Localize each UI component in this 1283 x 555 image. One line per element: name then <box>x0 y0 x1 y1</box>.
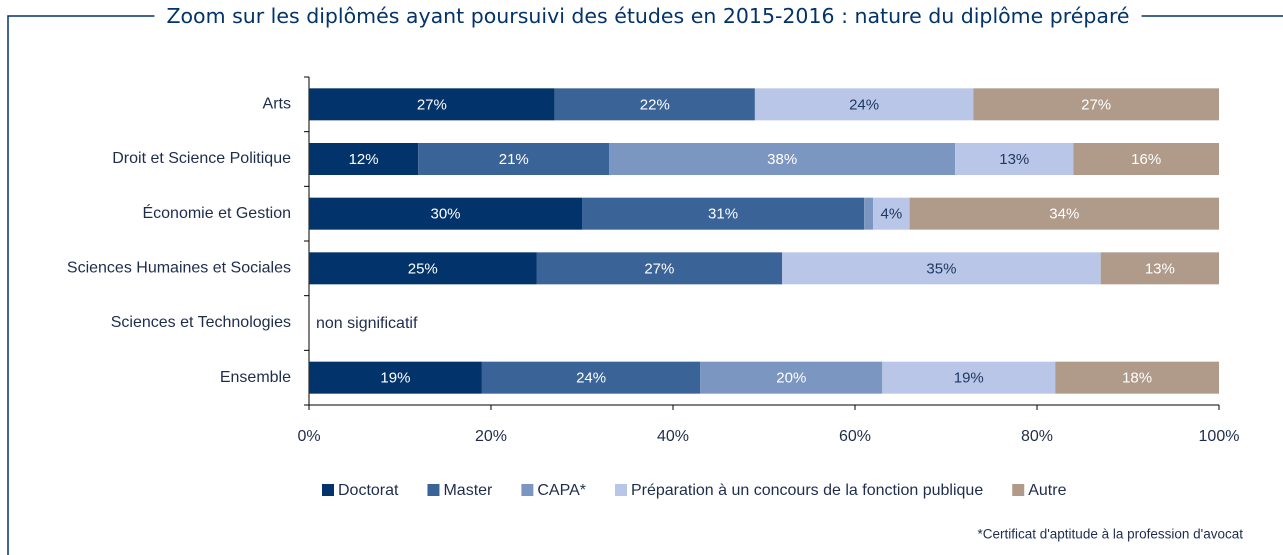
y-tick-label: Ensemble <box>220 369 291 386</box>
bar-segment <box>582 197 865 230</box>
data-label: 35% <box>926 260 956 277</box>
bar-segment <box>1100 252 1219 285</box>
data-label: 16% <box>1131 151 1161 168</box>
data-label: 31% <box>708 206 738 223</box>
bar-segment <box>554 88 755 121</box>
data-label: 38% <box>767 151 797 168</box>
x-tick-label: 0% <box>297 428 320 445</box>
data-label: 20% <box>776 370 806 387</box>
data-label: 24% <box>849 96 879 113</box>
data-label: 12% <box>349 151 379 168</box>
chart-title: Zoom sur les diplômés ayant poursuivi de… <box>166 4 1129 28</box>
bar-segment <box>309 143 419 175</box>
bar-segment <box>864 197 874 230</box>
legend-label: Autre <box>1028 482 1066 499</box>
data-label: 22% <box>640 96 670 113</box>
bar-segment <box>309 197 582 230</box>
bar-segment <box>955 143 1074 175</box>
legend-label: CAPA* <box>537 482 586 499</box>
data-label: 27% <box>644 260 674 277</box>
bar-segment <box>309 88 555 121</box>
legend-swatch <box>322 484 334 496</box>
footnote: *Certificat d'aptitude à la profession d… <box>977 527 1243 542</box>
legend-label: Doctorat <box>338 482 399 499</box>
bar-segment <box>536 252 783 285</box>
annotation: non significatif <box>316 315 418 332</box>
bar-segment <box>309 252 537 285</box>
bar-segment <box>782 252 1101 285</box>
x-tick-label: 100% <box>1199 428 1240 445</box>
legend-swatch <box>614 484 627 496</box>
data-label: 19% <box>954 370 984 387</box>
bar-segment <box>609 143 956 175</box>
bar-segment <box>873 197 910 230</box>
bar-segment <box>418 143 610 175</box>
data-label: 21% <box>499 151 529 168</box>
bar-segment <box>909 197 1219 230</box>
bar-segment <box>882 361 1056 394</box>
data-label: 18% <box>1122 370 1152 387</box>
x-tick-label: 60% <box>839 428 871 445</box>
data-label: 13% <box>999 151 1029 168</box>
legend-label: Préparation à un concours de la fonction… <box>631 482 983 499</box>
bar-segment <box>1073 143 1219 175</box>
legend-swatch <box>1012 484 1025 496</box>
data-label: 27% <box>1081 96 1111 113</box>
bar-segment <box>700 361 883 394</box>
y-tick-label: Droit et Science Politique <box>112 150 291 167</box>
bar-segment <box>309 361 482 394</box>
bar-segment <box>973 88 1219 121</box>
data-label: 24% <box>576 370 606 387</box>
data-label: 13% <box>1145 260 1175 277</box>
data-label: 4% <box>881 206 903 223</box>
frame <box>7 15 155 555</box>
legend-label: Master <box>443 482 493 499</box>
bar-segment <box>754 88 974 121</box>
x-tick-label: 80% <box>1021 428 1053 445</box>
x-tick-label: 40% <box>657 428 689 445</box>
y-tick-label: Économie et Gestion <box>142 203 291 222</box>
bar-segment <box>1055 361 1219 394</box>
y-tick-label: Sciences et Technologies <box>111 314 291 331</box>
y-tick-label: Sciences Humaines et Sociales <box>67 260 291 277</box>
x-tick-label: 20% <box>475 428 507 445</box>
data-label: 25% <box>408 260 438 277</box>
data-label: 30% <box>430 206 460 223</box>
y-tick-label: Arts <box>263 96 291 113</box>
legend-swatch <box>427 484 440 496</box>
legend-swatch <box>521 484 534 496</box>
data-label: 34% <box>1049 206 1079 223</box>
data-label: 19% <box>380 370 410 387</box>
data-label: 27% <box>417 96 447 113</box>
bar-segment <box>481 361 701 394</box>
